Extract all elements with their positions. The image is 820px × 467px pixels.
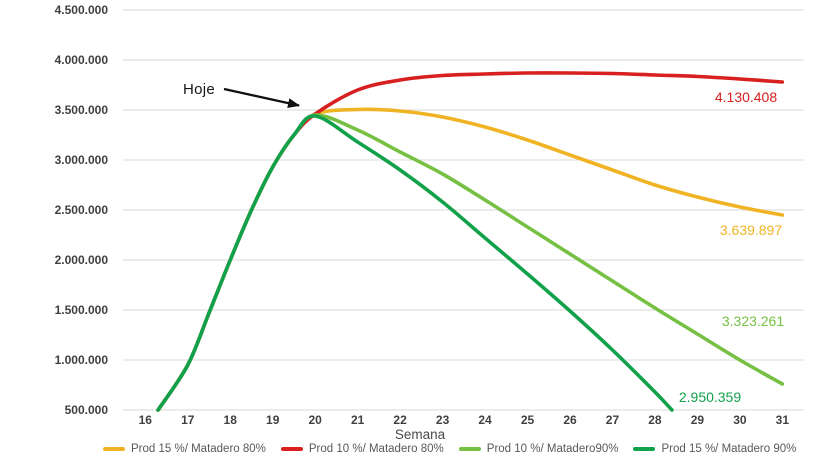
y-tick-label: 1.500.000 <box>54 303 108 317</box>
x-tick-label: 18 <box>223 413 237 427</box>
x-tick-label: 22 <box>393 413 407 427</box>
series-line <box>156 113 785 412</box>
y-tick-label: 2.500.000 <box>54 203 108 217</box>
legend-label: Prod 15 %/ Matadero 80% <box>131 443 266 455</box>
legend-label: Prod 15 %/ Matadero 90% <box>661 443 797 455</box>
legend-swatch-icon <box>280 447 303 451</box>
x-tick-label: 26 <box>563 413 577 427</box>
gridlines <box>123 9 804 411</box>
series-end-label: 3.639.897 <box>719 222 783 238</box>
x-axis-title: Semana <box>394 427 446 442</box>
x-tick-label: 20 <box>308 413 322 427</box>
series-end-label: 2.950.359 <box>678 389 742 405</box>
x-tick-label: 30 <box>733 413 747 427</box>
y-tick-label: 1.000.000 <box>54 353 108 367</box>
y-tick-label: 500.000 <box>64 403 108 417</box>
y-tick-label: 4.000.000 <box>54 53 108 67</box>
y-tick-label: 4.500.000 <box>54 3 108 17</box>
series-end-label: 4.130.408 <box>714 89 778 105</box>
x-tick-label: 27 <box>605 413 620 427</box>
annotation-label: Hoje <box>183 81 216 98</box>
legend: Prod 15 %/ Matadero 80% Prod 10 %/ Matade… <box>103 443 796 455</box>
legend-item: Prod 10 %/ Matadero90% <box>458 443 619 455</box>
legend-swatch-icon <box>103 447 125 451</box>
series-lines <box>156 71 785 412</box>
x-tick-label: 16 <box>138 413 152 427</box>
legend-label: Prod 10 %/ Matadero 80% <box>308 443 444 455</box>
x-tick-label: 29 <box>690 413 705 427</box>
series-end-label: 3.323.261 <box>721 313 785 329</box>
legend-item: Prod 10 %/ Matadero 80% <box>280 443 444 455</box>
legend-item: Prod 15 %/ Matadero 90% <box>633 443 796 455</box>
y-tick-label: 2.000.000 <box>54 253 108 267</box>
annotation-arrow <box>223 87 300 109</box>
x-tick-label: 21 <box>350 413 365 427</box>
legend-label: Prod 10 %/ Matadero90% <box>486 443 619 455</box>
x-tick-label: 19 <box>266 413 280 427</box>
legend-swatch-icon <box>458 447 481 451</box>
y-tick-label: 3.000.000 <box>54 153 108 167</box>
x-tick-label: 24 <box>478 413 492 427</box>
x-tick-label: 28 <box>648 413 662 427</box>
legend-item: Prod 15 %/ Matadero 80% <box>103 443 266 455</box>
legend-swatch-icon <box>633 447 656 451</box>
series-line <box>156 114 674 412</box>
y-tick-label: 3.500.000 <box>54 103 108 117</box>
x-tick-label: 23 <box>435 413 450 427</box>
x-tick-label: 25 <box>520 413 535 427</box>
x-tick-label: 31 <box>775 413 790 427</box>
x-tick-label: 17 <box>181 413 195 427</box>
